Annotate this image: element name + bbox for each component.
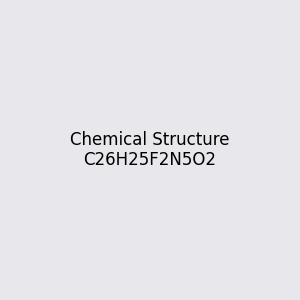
Text: Chemical Structure
C26H25F2N5O2: Chemical Structure C26H25F2N5O2: [70, 130, 230, 170]
